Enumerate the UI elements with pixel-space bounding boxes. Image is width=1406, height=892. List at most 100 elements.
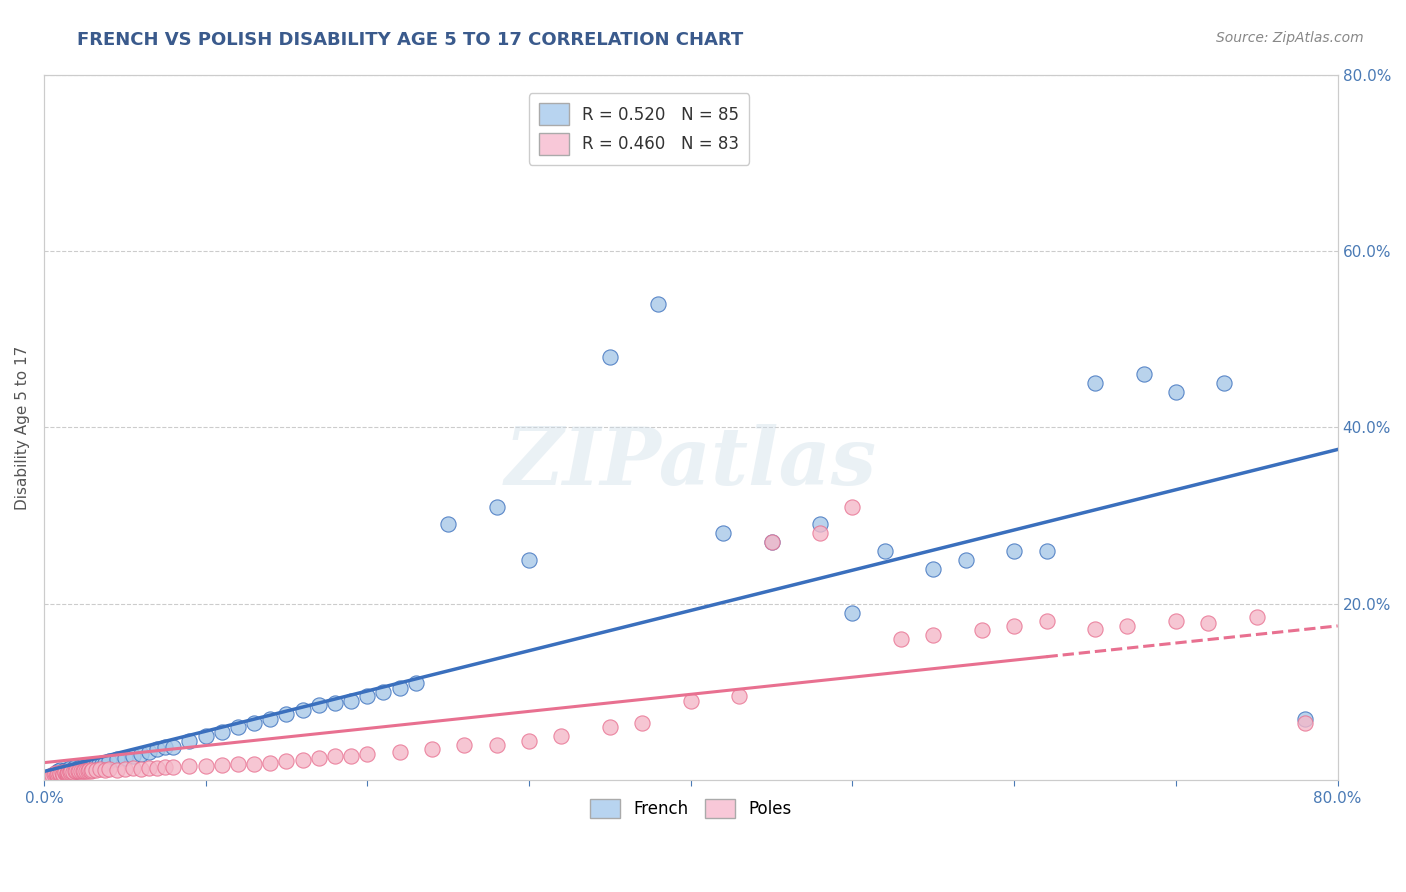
Point <box>291 753 314 767</box>
Point <box>437 517 460 532</box>
Point <box>52 768 75 782</box>
Point <box>922 561 945 575</box>
Point <box>53 764 76 778</box>
Point <box>41 768 63 782</box>
Point <box>62 765 84 780</box>
Point <box>259 756 281 770</box>
Point <box>679 694 702 708</box>
Point <box>97 754 120 768</box>
Point <box>179 759 201 773</box>
Point <box>485 738 508 752</box>
Point <box>808 526 831 541</box>
Point <box>51 766 73 780</box>
Point <box>45 766 67 780</box>
Point <box>1035 615 1057 629</box>
Point <box>97 762 120 776</box>
Point <box>59 761 82 775</box>
Point <box>340 748 363 763</box>
Point <box>45 768 67 782</box>
Point <box>955 553 977 567</box>
Point <box>129 762 152 776</box>
Point <box>276 707 298 722</box>
Point <box>153 739 176 754</box>
Point <box>89 762 111 776</box>
Point <box>970 624 993 638</box>
Point <box>1294 715 1316 730</box>
Point <box>48 766 70 780</box>
Point <box>162 739 184 754</box>
Point <box>517 553 540 567</box>
Point <box>1294 712 1316 726</box>
Point <box>73 764 96 778</box>
Point <box>53 765 76 780</box>
Point <box>63 760 86 774</box>
Point <box>291 703 314 717</box>
Point <box>890 632 912 647</box>
Point <box>550 729 572 743</box>
Point <box>53 763 76 777</box>
Point <box>63 764 86 779</box>
Point <box>1164 615 1187 629</box>
Point <box>243 756 266 771</box>
Point <box>66 764 89 778</box>
Point <box>517 733 540 747</box>
Point <box>841 606 863 620</box>
Point <box>55 765 77 780</box>
Point <box>66 761 89 775</box>
Point <box>1002 619 1025 633</box>
Point <box>94 756 117 770</box>
Point <box>42 768 65 782</box>
Point <box>356 747 378 761</box>
Point <box>56 763 79 777</box>
Point <box>45 765 67 780</box>
Point <box>841 500 863 514</box>
Point <box>420 742 443 756</box>
Point <box>77 763 100 777</box>
Point <box>1132 368 1154 382</box>
Point <box>194 729 217 743</box>
Point <box>138 745 160 759</box>
Point <box>49 764 72 778</box>
Point <box>55 764 77 779</box>
Point <box>373 685 395 699</box>
Point <box>105 752 128 766</box>
Point <box>179 733 201 747</box>
Point <box>52 765 75 780</box>
Point <box>453 738 475 752</box>
Point <box>48 764 70 779</box>
Point <box>761 535 783 549</box>
Point <box>69 763 91 777</box>
Point <box>65 764 87 779</box>
Point <box>39 769 62 783</box>
Point <box>226 720 249 734</box>
Point <box>44 767 66 781</box>
Point <box>53 766 76 780</box>
Point <box>276 754 298 768</box>
Text: FRENCH VS POLISH DISABILITY AGE 5 TO 17 CORRELATION CHART: FRENCH VS POLISH DISABILITY AGE 5 TO 17 … <box>77 31 744 49</box>
Point <box>45 767 67 781</box>
Point <box>388 681 411 695</box>
Point <box>59 765 82 780</box>
Point <box>599 350 621 364</box>
Point <box>761 535 783 549</box>
Point <box>52 764 75 779</box>
Point <box>76 764 98 778</box>
Point <box>75 764 97 779</box>
Point <box>114 762 136 776</box>
Point <box>873 544 896 558</box>
Point <box>49 766 72 780</box>
Point <box>42 767 65 781</box>
Point <box>728 690 751 704</box>
Point <box>211 758 233 772</box>
Point <box>82 763 104 777</box>
Point <box>49 763 72 777</box>
Point <box>808 517 831 532</box>
Point <box>405 676 427 690</box>
Point <box>138 761 160 775</box>
Point <box>647 297 669 311</box>
Point <box>52 767 75 781</box>
Point <box>91 756 114 771</box>
Point <box>56 766 79 780</box>
Point <box>72 761 94 775</box>
Point <box>121 748 143 763</box>
